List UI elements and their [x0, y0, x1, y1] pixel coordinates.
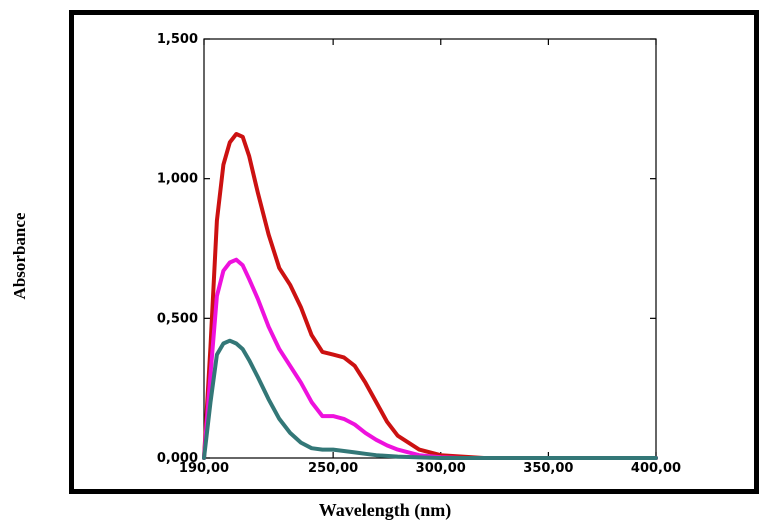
x-tick-label: 190,00 — [179, 461, 229, 476]
series-line-2 — [202, 257, 658, 460]
y-tick-label: 1,000 — [157, 172, 198, 187]
y-tick-label: 0,500 — [157, 311, 198, 326]
x-tick-label: 350,00 — [523, 461, 573, 476]
axis-ticks: 0,000 0,500 1,000 1,500 190,00 250,00 300,00 35… — [157, 32, 681, 476]
series-line-3 — [202, 338, 658, 460]
x-tick-label: 300,00 — [416, 461, 466, 476]
data-series — [202, 132, 658, 460]
y-tick-label: 1,500 — [157, 32, 198, 47]
series-line-1 — [202, 132, 658, 460]
chart-frame — [69, 10, 759, 494]
y-tick-label: 0,000 — [157, 451, 198, 466]
x-tick-label: 250,00 — [308, 461, 358, 476]
x-axis-label: Wavelength (nm) — [318, 500, 452, 520]
x-tick-label: 400,00 — [631, 461, 681, 476]
